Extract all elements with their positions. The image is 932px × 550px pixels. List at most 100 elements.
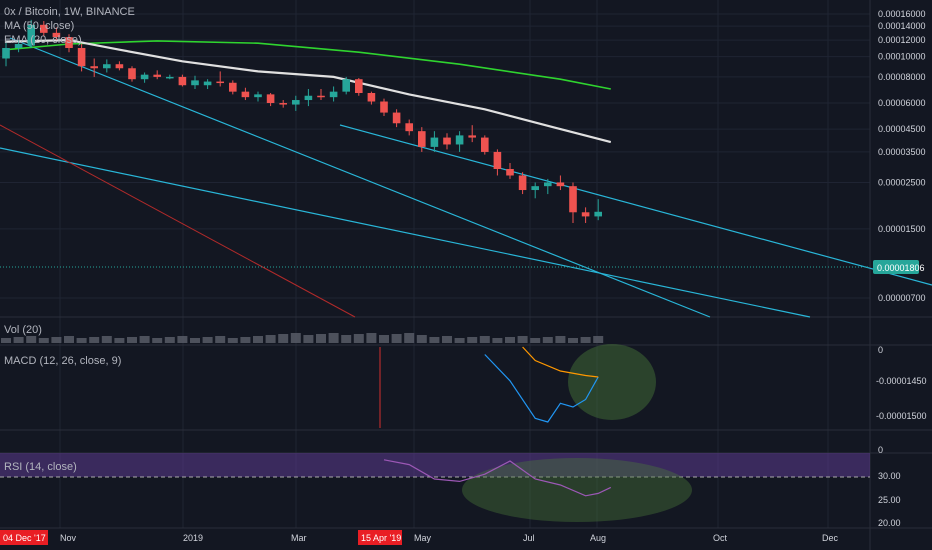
volume-bar xyxy=(127,337,137,343)
time-tick: 2019 xyxy=(183,533,203,543)
candle xyxy=(518,172,527,195)
current-price-badge: 0.00001806 xyxy=(873,260,925,274)
rsi-legend[interactable]: RSI (14, close) xyxy=(4,461,77,473)
trendline-upper-steep[interactable] xyxy=(9,37,711,318)
volume-bar xyxy=(530,338,541,343)
rsi-tick: 25.00 xyxy=(878,495,901,505)
volume-bar xyxy=(366,333,377,343)
candle xyxy=(304,89,313,107)
price-tick: 0.00000700 xyxy=(878,293,926,303)
time-tick: May xyxy=(414,533,432,543)
candle xyxy=(128,66,136,82)
date-badge-mid-text: 15 Apr '19 xyxy=(361,533,401,543)
candle xyxy=(531,182,539,199)
candle xyxy=(229,80,237,95)
ma-legend[interactable]: MA (50, close) xyxy=(4,20,74,32)
date-badge-mid xyxy=(358,530,402,545)
candles xyxy=(2,19,602,223)
price-tick: 0.00006000 xyxy=(878,98,926,108)
volume-bar xyxy=(416,335,427,343)
vol-legend[interactable]: Vol (20) xyxy=(4,324,42,336)
volume-bar xyxy=(542,337,553,343)
volume-bar xyxy=(51,337,62,343)
macd-tick: -0.00001450 xyxy=(876,376,927,386)
macd-legend[interactable]: MACD (12, 26, close, 9) xyxy=(4,355,121,367)
candle xyxy=(14,40,23,53)
price-tick: 0.00004500 xyxy=(878,124,926,134)
rsi-highlight-ellipse xyxy=(462,458,692,522)
volume-bar xyxy=(89,337,100,343)
rsi-tick: 30.00 xyxy=(878,471,901,481)
candle xyxy=(556,175,565,191)
volume-bar xyxy=(568,338,578,343)
candle xyxy=(166,74,174,80)
candle xyxy=(77,43,86,72)
time-tick: Aug xyxy=(590,533,606,543)
macd-line xyxy=(484,354,599,423)
trendline-upper[interactable] xyxy=(339,124,932,286)
volume-bar xyxy=(316,334,326,343)
price-tick: 0.00001500 xyxy=(878,224,926,234)
signal-line xyxy=(522,346,599,378)
volume-bar xyxy=(164,337,175,343)
volume-bar xyxy=(404,333,415,343)
volume-bars xyxy=(1,333,604,343)
ema-legend[interactable]: EMA (20, close) xyxy=(4,34,82,46)
price-tick: 0.00016000 xyxy=(878,9,926,19)
time-tick: Jul xyxy=(523,533,535,543)
ema20-line xyxy=(5,38,612,144)
time-tick: Nov xyxy=(60,533,77,543)
volume-bar xyxy=(353,334,364,343)
candle xyxy=(103,59,111,73)
volume-bar xyxy=(177,336,188,343)
price-tick: 0.00008000 xyxy=(878,72,926,82)
rsi-overbought-band xyxy=(0,453,870,477)
candle xyxy=(581,207,590,223)
candle xyxy=(455,131,464,152)
time-tick: Mar xyxy=(291,533,307,543)
candle xyxy=(493,149,502,176)
candle xyxy=(279,100,287,108)
volume-bar xyxy=(454,338,465,343)
volume-bar xyxy=(101,336,112,343)
trendlines[interactable] xyxy=(0,37,932,318)
candle xyxy=(506,162,514,179)
price-tick: 0.00003500 xyxy=(878,147,926,157)
candle xyxy=(355,78,363,96)
trendline-red[interactable] xyxy=(0,124,356,318)
volume-bar xyxy=(580,337,591,343)
candle xyxy=(544,178,552,195)
time-tick: Dec xyxy=(822,533,839,543)
macd-tick: -0.00001500 xyxy=(876,411,927,421)
volume-bar xyxy=(278,334,289,343)
grid xyxy=(0,0,870,528)
time-axis[interactable]: 04 Dec '17 Nov 2019 Mar 15 Apr '19 May J… xyxy=(0,530,839,545)
volume-bar xyxy=(1,338,11,343)
trendline-lower[interactable] xyxy=(0,147,811,318)
volume-bar xyxy=(303,335,314,343)
candle xyxy=(569,182,577,223)
candle xyxy=(468,125,476,143)
price-tick: 0.00012000 xyxy=(878,35,926,45)
candle xyxy=(90,58,98,77)
candle xyxy=(342,76,350,95)
candle xyxy=(191,75,199,90)
candle xyxy=(178,74,187,87)
price-tick: 0.00010000 xyxy=(878,52,926,62)
volume-bar xyxy=(290,333,301,343)
candle xyxy=(292,95,300,111)
volume-bar xyxy=(442,336,452,343)
candle xyxy=(40,21,48,37)
volume-bar xyxy=(114,338,125,343)
date-badge-start-text: 04 Dec '17 xyxy=(3,533,46,543)
candle xyxy=(418,127,426,152)
candle xyxy=(367,91,376,105)
volume-bar xyxy=(202,337,213,343)
candle xyxy=(317,89,325,101)
volume-bar xyxy=(13,337,24,343)
volume-bar xyxy=(253,336,263,343)
volume-bar xyxy=(555,336,566,343)
rsi-tick-zero: 0 xyxy=(878,445,883,455)
price-axis[interactable]: 0.00016000 0.00014000 0.00012000 0.00010000… xyxy=(878,9,926,303)
